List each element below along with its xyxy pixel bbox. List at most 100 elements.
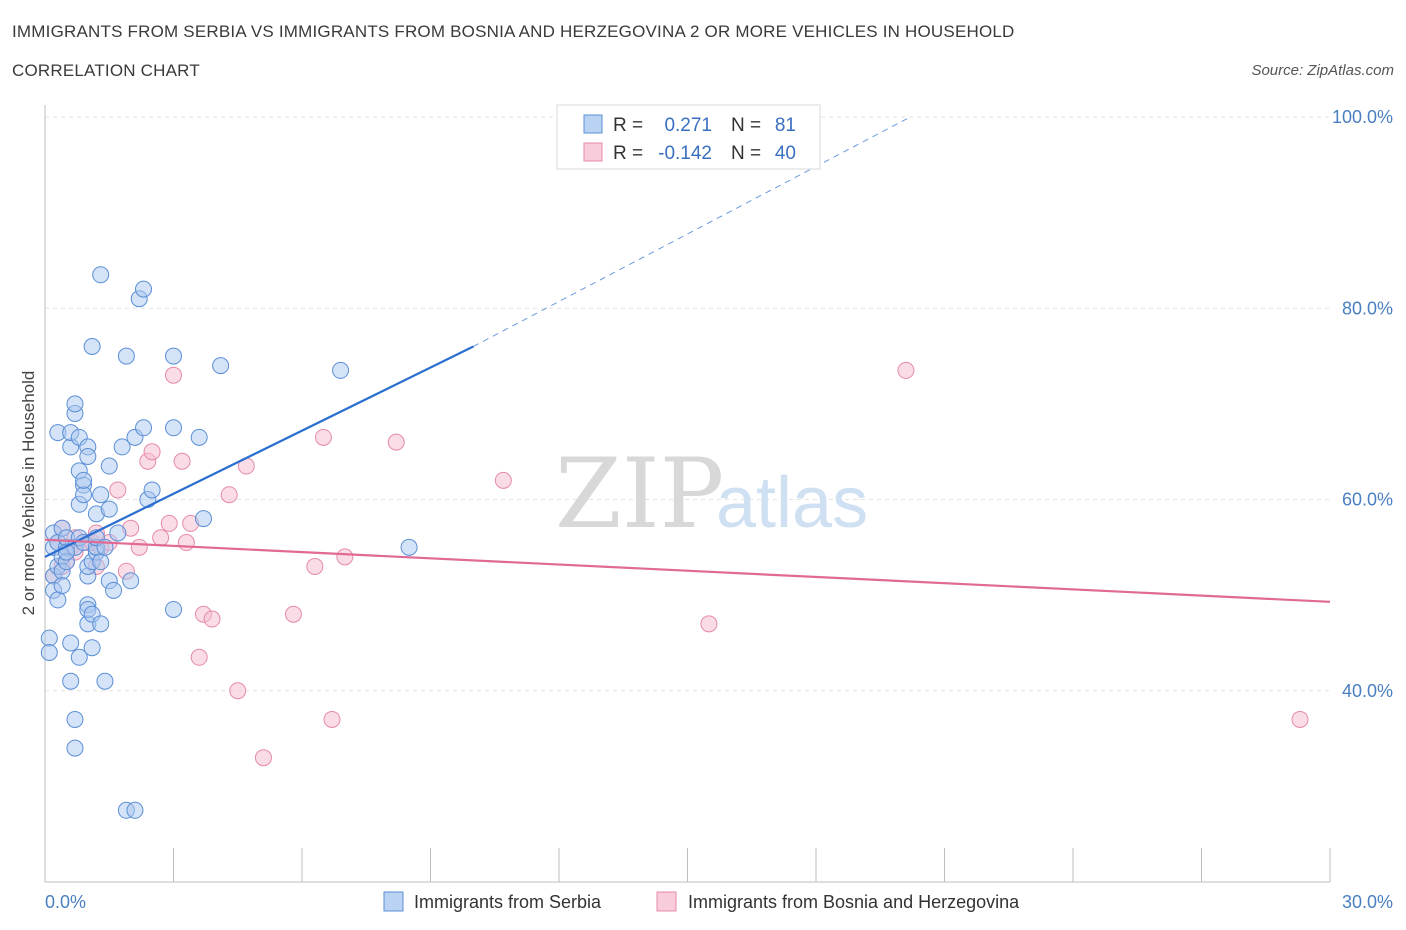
bosnia-point-36 bbox=[323, 710, 341, 728]
bosnia-point-40 bbox=[700, 615, 718, 633]
serbia-point-57 bbox=[100, 457, 118, 475]
bosnia-point-30 bbox=[229, 682, 247, 700]
legend-r-label-serbia: R = bbox=[613, 115, 643, 136]
bosnia-point-41 bbox=[897, 361, 915, 379]
serbia-point-68 bbox=[135, 280, 153, 298]
bosnia-point-33 bbox=[284, 605, 302, 623]
bosnia-point-20 bbox=[152, 529, 170, 547]
bosnia-point-21 bbox=[160, 514, 178, 532]
serbia-point-24 bbox=[66, 395, 84, 413]
correlation-legend: R = 0.271 N = 81 R = -0.142 N = 40 bbox=[556, 104, 821, 170]
bosnia-point-19 bbox=[143, 443, 161, 461]
serbia-point-56 bbox=[100, 500, 118, 518]
source-credit: Source: ZipAtlas.com bbox=[1251, 62, 1394, 79]
serbia-point-74 bbox=[165, 347, 182, 365]
serbia-point-60 bbox=[109, 524, 127, 542]
serbia-point-77 bbox=[212, 357, 230, 375]
legend-swatch-bosnia bbox=[583, 142, 603, 162]
bosnia-point-23 bbox=[173, 452, 191, 470]
x-tick-labels: 0.0% 30.0% bbox=[45, 892, 1393, 912]
legend-n-label-bosnia: N = bbox=[731, 143, 761, 164]
serbia-point-22 bbox=[66, 710, 84, 728]
serbia-point-26 bbox=[70, 648, 88, 666]
bosnia-point-42 bbox=[1291, 710, 1309, 728]
x-tick-label-1: 30.0% bbox=[1342, 892, 1393, 912]
serbia-point-61 bbox=[113, 438, 131, 456]
serbia-point-51 bbox=[92, 486, 110, 504]
serbia-point-21 bbox=[66, 739, 84, 757]
chart-title: IMMIGRANTS FROM SERBIA VS IMMIGRANTS FRO… bbox=[12, 22, 1015, 41]
y-tick-labels: 40.0% 60.0% 80.0% 100.0% bbox=[1332, 107, 1393, 701]
grid-lines bbox=[45, 116, 1330, 692]
serbia-point-36 bbox=[79, 447, 97, 465]
serbia-trend-extension bbox=[473, 116, 911, 347]
legend-r-label-bosnia: R = bbox=[613, 143, 643, 164]
serbia-point-63 bbox=[117, 347, 135, 365]
y-tick-label-1: 60.0% bbox=[1342, 490, 1393, 510]
bosnia-point-39 bbox=[494, 471, 512, 489]
bosnia-point-29 bbox=[220, 486, 238, 504]
bosnia-point-17 bbox=[130, 538, 148, 556]
bosnia-point-22 bbox=[165, 366, 182, 384]
x-tick-label-0: 0.0% bbox=[45, 892, 86, 912]
serbia-point-0 bbox=[40, 629, 58, 647]
serbia-trend-line bbox=[44, 345, 474, 558]
bosnia-trend-line bbox=[44, 538, 1331, 603]
serbia-point-65 bbox=[126, 801, 144, 819]
legend-n-value-bosnia: 40 bbox=[775, 143, 796, 164]
y-tick-label-3: 100.0% bbox=[1332, 107, 1393, 127]
serbia-point-76 bbox=[194, 510, 212, 528]
serbia-point-54 bbox=[96, 672, 114, 690]
serbia-point-17 bbox=[62, 634, 80, 652]
serbia-point-73 bbox=[165, 600, 182, 618]
serbia-point-33 bbox=[75, 471, 93, 489]
y-tick-label-0: 40.0% bbox=[1342, 681, 1393, 701]
y-axis-label: 2 or more Vehicles in Household bbox=[19, 371, 38, 616]
series-bosnia-points bbox=[45, 361, 1309, 767]
series-legend-label-bosnia: Immigrants from Bosnia and Herzegovina bbox=[688, 892, 1020, 912]
serbia-point-71 bbox=[143, 481, 161, 499]
serbia-point-69 bbox=[135, 419, 153, 437]
serbia-point-13 bbox=[53, 577, 71, 595]
legend-n-value-serbia: 81 bbox=[775, 115, 796, 136]
serbia-point-1 bbox=[40, 644, 58, 661]
serbia-point-42 bbox=[83, 338, 101, 355]
watermark-atlas: atlas bbox=[716, 463, 868, 543]
y-tick-label-2: 80.0% bbox=[1342, 298, 1393, 318]
bosnia-point-34 bbox=[306, 557, 324, 575]
bosnia-point-26 bbox=[190, 648, 208, 666]
bosnia-point-38 bbox=[387, 433, 405, 451]
serbia-point-6 bbox=[49, 591, 67, 609]
legend-r-value-bosnia: -0.142 bbox=[658, 143, 712, 164]
legend-r-value-serbia: 0.271 bbox=[664, 115, 712, 136]
serbia-point-18 bbox=[62, 672, 80, 690]
series-serbia-points bbox=[40, 266, 418, 819]
watermark: ZIP atlas bbox=[555, 438, 868, 550]
bosnia-point-14 bbox=[109, 481, 127, 499]
serbia-point-43 bbox=[83, 639, 101, 657]
serbia-point-75 bbox=[190, 428, 208, 446]
serbia-point-59 bbox=[105, 581, 123, 599]
axes bbox=[44, 105, 1331, 883]
serbia-point-32 bbox=[75, 486, 93, 504]
series-legend-label-serbia: Immigrants from Serbia bbox=[414, 892, 602, 912]
serbia-point-79 bbox=[400, 538, 418, 556]
watermark-zip: ZIP bbox=[555, 438, 724, 550]
serbia-point-52 bbox=[92, 266, 110, 284]
bosnia-point-32 bbox=[254, 749, 272, 767]
serbia-point-64 bbox=[122, 572, 140, 590]
chart-subtitle: CORRELATION CHART bbox=[12, 61, 200, 80]
series-legend-swatch-serbia bbox=[383, 891, 404, 912]
serbia-point-53 bbox=[92, 615, 110, 633]
bosnia-point-28 bbox=[203, 610, 221, 628]
serbia-point-78 bbox=[332, 361, 350, 379]
series-legend: Immigrants from Serbia Immigrants from B… bbox=[383, 891, 1020, 912]
serbia-point-50 bbox=[92, 553, 110, 571]
legend-swatch-serbia bbox=[583, 114, 603, 134]
series-legend-swatch-bosnia bbox=[656, 891, 677, 912]
bosnia-point-35 bbox=[314, 428, 332, 446]
trend-lines bbox=[44, 116, 1331, 603]
legend-n-label-serbia: N = bbox=[731, 115, 761, 136]
serbia-point-72 bbox=[165, 419, 182, 437]
